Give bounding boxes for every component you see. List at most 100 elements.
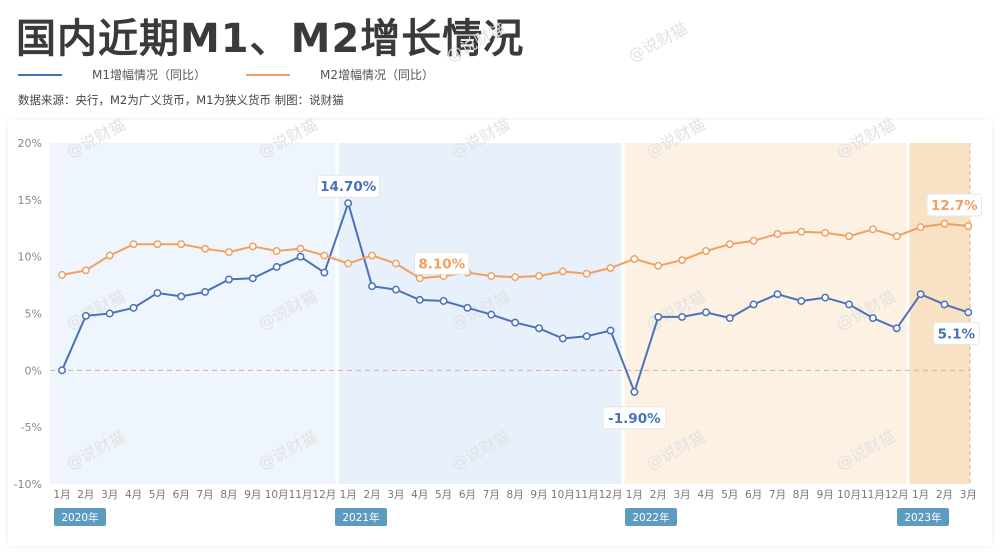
y-tick-label: -10% <box>14 478 42 491</box>
data-point-m1 <box>892 324 901 333</box>
data-point-m2 <box>845 232 853 241</box>
year-band <box>50 143 337 484</box>
data-point-m2 <box>344 259 353 268</box>
data-point-m2 <box>391 259 400 268</box>
data-point-m1 <box>225 275 233 284</box>
x-tick-label: 7月 <box>197 489 214 501</box>
x-tick-label: 11月 <box>861 489 885 501</box>
data-point-m2 <box>153 240 162 249</box>
data-point-m1 <box>702 308 710 317</box>
data-point-m1 <box>439 297 448 305</box>
data-point-m2 <box>81 266 90 275</box>
data-point-m1 <box>81 311 90 320</box>
annotation-label: 5.1% <box>938 326 976 342</box>
x-tick-label: 8月 <box>220 489 237 501</box>
data-point-m2 <box>368 251 376 260</box>
data-point-m1 <box>558 334 567 343</box>
data-point-m2 <box>320 251 329 260</box>
x-tick-label: 10月 <box>837 489 861 501</box>
x-tick-label: 6月 <box>173 489 190 501</box>
year-badge <box>54 508 106 526</box>
legend-label-m1: M1增幅情况（同比） <box>92 68 206 82</box>
x-tick-label: 9月 <box>817 489 834 501</box>
annotation-box <box>932 321 980 345</box>
x-tick-label: 4月 <box>411 489 428 501</box>
annotation-box <box>602 406 667 430</box>
data-point-m1 <box>916 290 925 299</box>
y-tick-label: 15% <box>18 194 42 207</box>
data-point-m1 <box>773 290 782 299</box>
data-point-m2 <box>58 270 66 279</box>
x-tick-label: 1月 <box>912 489 929 501</box>
data-point-m2 <box>630 254 639 263</box>
data-point-m1 <box>129 303 138 312</box>
x-tick-label: 3月 <box>960 489 977 501</box>
year-badge-label: 2021年 <box>342 511 379 524</box>
data-point-m2 <box>582 269 591 278</box>
data-point-m2 <box>248 242 257 251</box>
year-badge-label: 2023年 <box>904 511 941 524</box>
x-tick-label: 3月 <box>101 489 118 501</box>
y-tick-label: -5% <box>21 421 42 434</box>
data-point-m2 <box>678 256 687 265</box>
legend: M1增幅情况（同比） M2增幅情况（同比） <box>18 66 474 83</box>
data-point-m2 <box>606 264 615 272</box>
data-point-m1 <box>725 314 734 322</box>
data-point-m2 <box>129 240 138 249</box>
legend-item-m2: M2增幅情况（同比） <box>246 66 434 83</box>
y-tick-label: 5% <box>25 308 42 321</box>
y-tick-label: 0% <box>25 364 42 377</box>
data-point-m2 <box>177 240 186 249</box>
data-point-m2 <box>797 227 806 236</box>
x-tick-label: 3月 <box>674 489 691 501</box>
watermark-text: @说财猫 <box>625 19 690 66</box>
data-point-m1 <box>678 312 687 321</box>
x-tick-label: 4月 <box>125 489 142 501</box>
y-tick-label: 20% <box>18 137 42 150</box>
data-point-m1 <box>749 300 758 309</box>
x-tick-label: 1月 <box>340 489 357 501</box>
data-point-m2 <box>535 272 543 280</box>
chart-title: 国内近期M1、M2增长情况 <box>16 16 525 62</box>
data-point-m2 <box>511 273 520 282</box>
year-band <box>623 143 908 484</box>
x-tick-label: 2月 <box>650 489 667 501</box>
y-tick-label: 10% <box>18 251 42 264</box>
data-point-m1 <box>606 326 615 335</box>
source-note: 数据来源：央行，M2为广义货币，M1为狭义货币 制图：说财猫 <box>18 93 344 107</box>
x-tick-label: 3月 <box>387 489 404 501</box>
data-point-m1 <box>821 293 830 302</box>
data-point-m2 <box>105 251 114 260</box>
data-point-m2 <box>940 219 949 228</box>
data-point-m1 <box>391 285 400 294</box>
data-point-m1 <box>248 274 257 283</box>
data-point-m1 <box>582 332 591 341</box>
data-point-m1 <box>105 309 114 318</box>
data-point-m2 <box>296 244 305 253</box>
x-tick-label: 11月 <box>289 489 313 501</box>
data-point-m2 <box>725 240 734 249</box>
data-point-m2 <box>964 222 973 230</box>
annotation-box <box>316 174 381 198</box>
data-point-m2 <box>892 232 901 241</box>
x-tick-label: 4月 <box>697 489 714 501</box>
data-point-m1 <box>296 252 305 261</box>
data-point-m1 <box>320 268 329 277</box>
data-point-m1 <box>511 318 520 327</box>
legend-line-m1 <box>18 73 62 76</box>
data-point-m1 <box>868 314 877 322</box>
annotation-label: -1.90% <box>608 411 661 427</box>
data-point-m2 <box>773 229 782 238</box>
x-tick-label: 2月 <box>936 489 953 501</box>
data-point-m2 <box>821 228 830 237</box>
data-point-m1 <box>654 312 663 321</box>
x-tick-label: 1月 <box>626 489 643 501</box>
data-point-m2 <box>749 236 758 245</box>
data-point-m1 <box>964 308 973 317</box>
data-point-m2 <box>702 247 710 255</box>
legend-line-m2 <box>246 73 290 76</box>
x-tick-label: 10月 <box>265 489 289 501</box>
data-point-m1 <box>344 199 353 208</box>
data-point-m1 <box>797 297 806 305</box>
